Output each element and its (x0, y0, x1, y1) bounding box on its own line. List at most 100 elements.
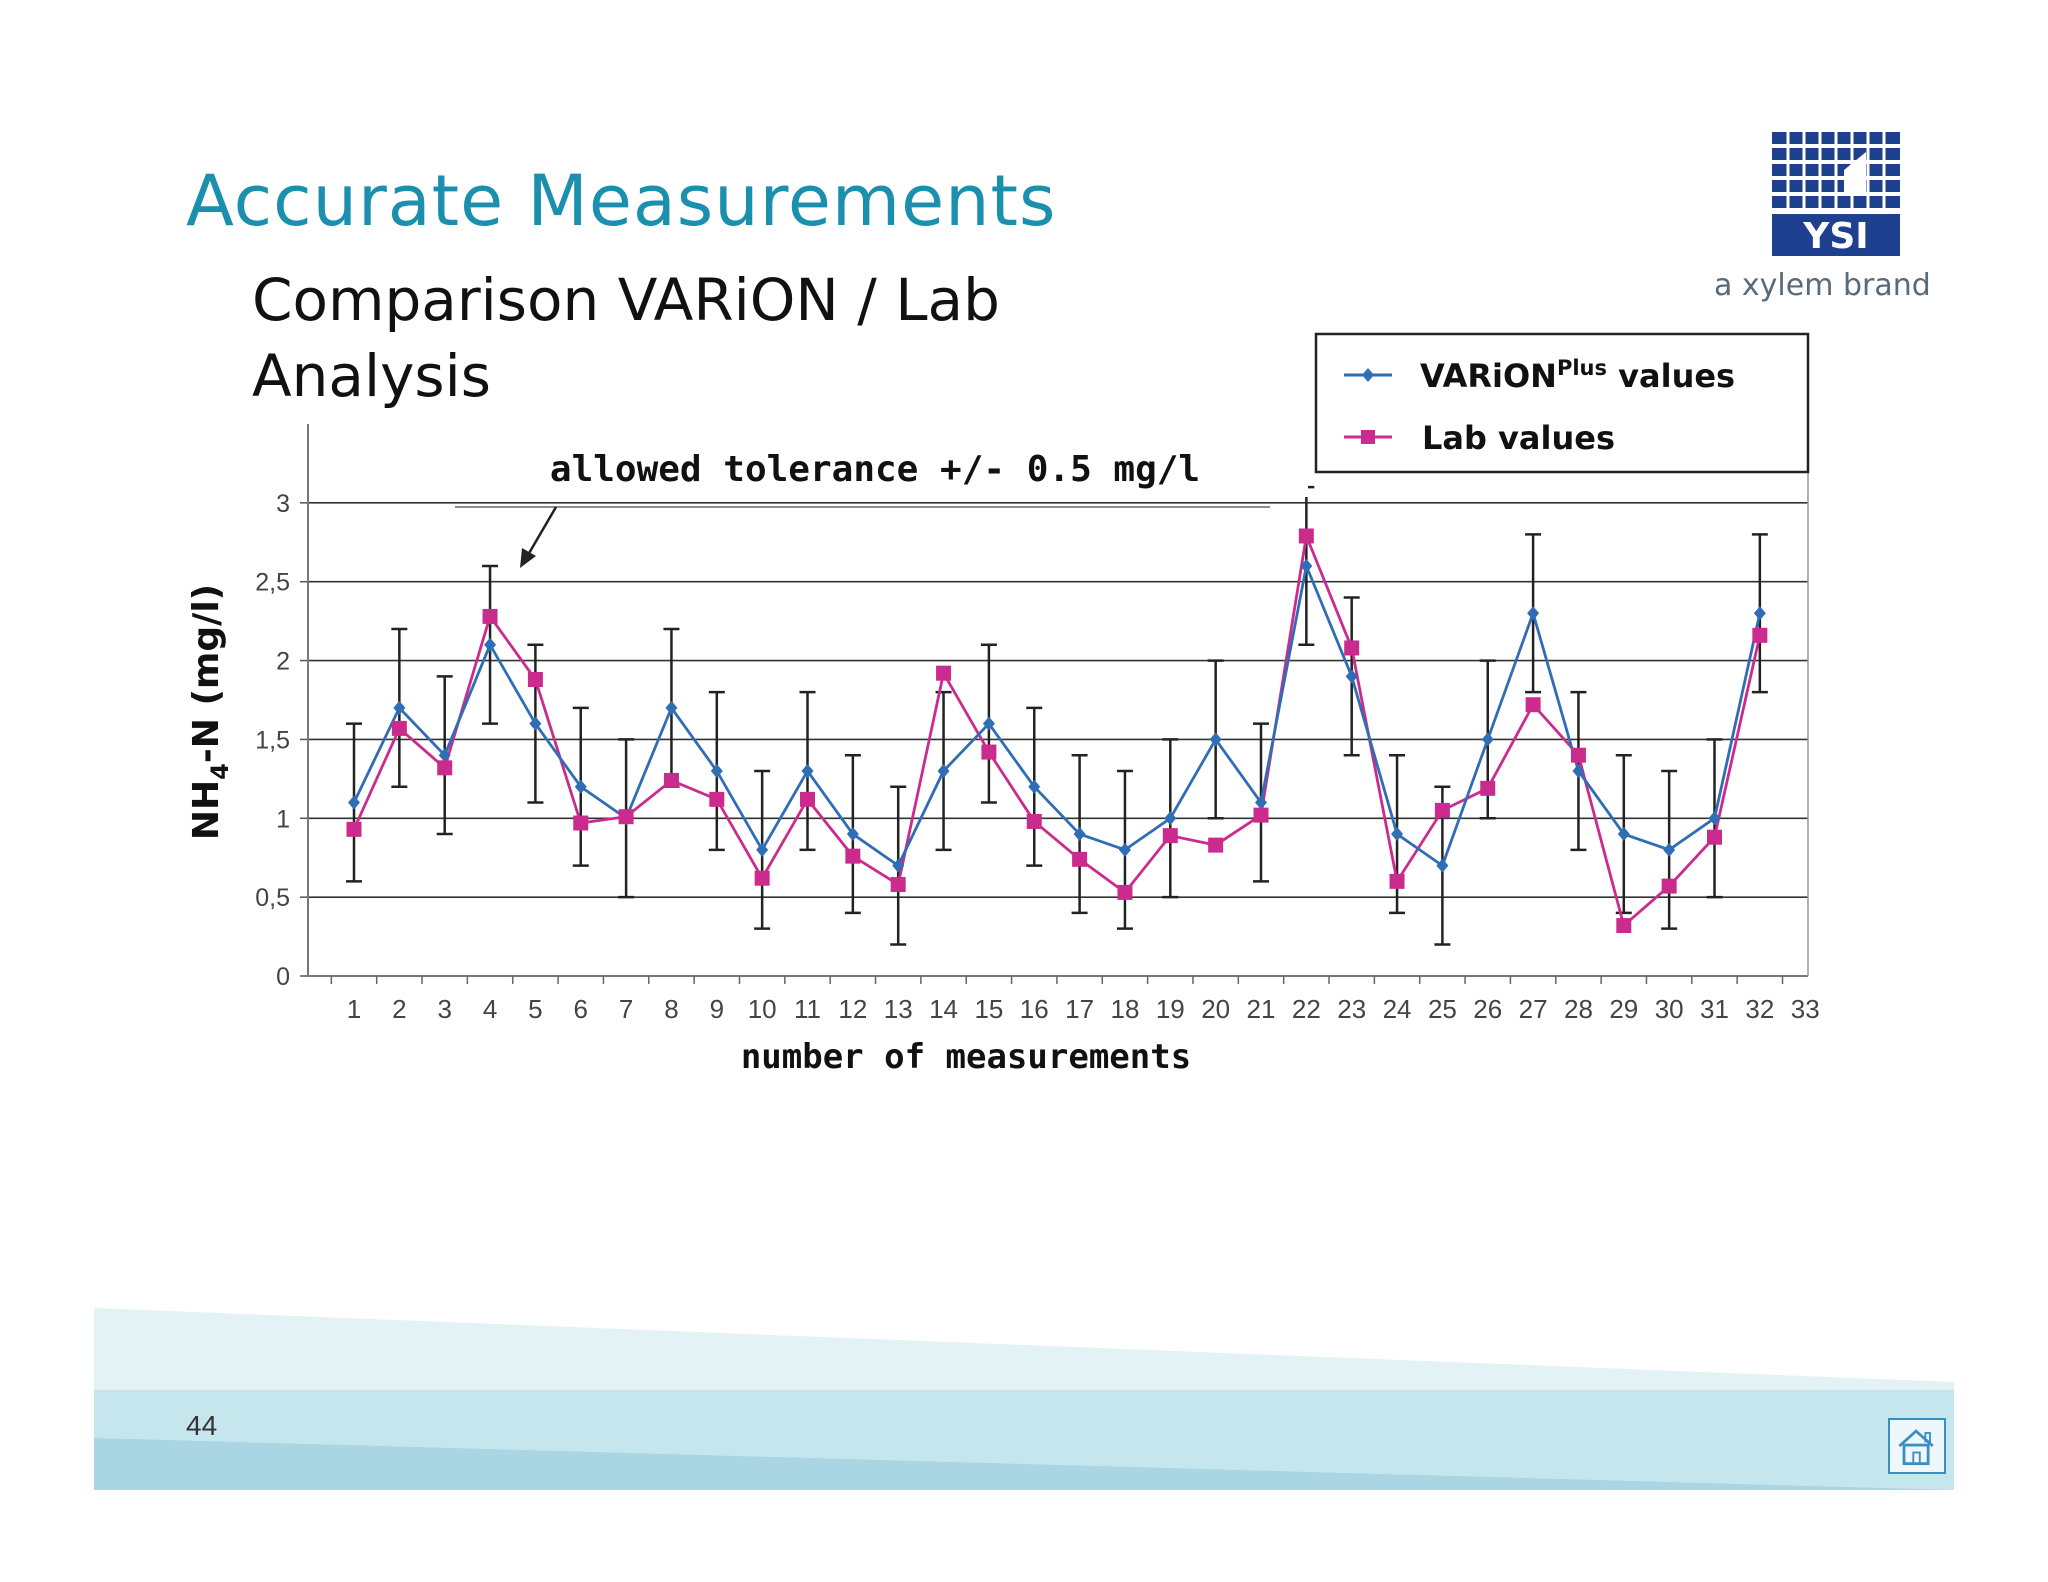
data-point-lab (709, 791, 725, 807)
data-point-varion (1118, 842, 1131, 857)
x-axis-label: number of measurements (741, 1037, 1191, 1077)
data-point-lab (800, 791, 815, 807)
data-point-varion (484, 637, 497, 652)
y-tick-label: 2 (276, 648, 290, 676)
data-point-varion (1164, 811, 1177, 826)
data-point-varion (1663, 842, 1676, 857)
x-tick-label: 8 (664, 994, 678, 1024)
legend-marker-varion (1362, 368, 1374, 382)
x-tick-label: 21 (1247, 994, 1276, 1024)
data-point-varion (1527, 606, 1540, 621)
data-point-varion (756, 842, 769, 857)
x-tick-label: 14 (929, 994, 958, 1024)
data-point-lab (573, 815, 589, 831)
data-point-lab (1661, 878, 1677, 894)
x-tick-label: 19 (1156, 994, 1185, 1024)
x-tick-label: 13 (884, 994, 913, 1024)
x-tick-label: 22 (1292, 994, 1321, 1024)
series-lines (352, 530, 1762, 929)
data-point-varion (1255, 795, 1267, 810)
x-tick-label: 2 (392, 994, 406, 1024)
data-point-lab (1253, 807, 1269, 823)
ysi-logo-icon: YSI (1772, 132, 1900, 257)
x-tick-label: 17 (1065, 994, 1094, 1024)
x-tick-label: 15 (974, 994, 1003, 1024)
data-point-varion (1708, 811, 1721, 826)
data-point-varion (665, 700, 678, 715)
home-button[interactable] (1888, 1418, 1946, 1474)
series-markers (346, 528, 1768, 934)
slide-title: Accurate Measurements (186, 160, 1057, 242)
footer-band (94, 1308, 1954, 1490)
data-point-varion (393, 700, 406, 715)
y-tick-label: 2,5 (255, 569, 290, 597)
data-point-lab (1616, 918, 1632, 934)
data-point-varion (846, 827, 859, 842)
error-bars (346, 485, 1768, 946)
x-tick-label: 3 (437, 994, 451, 1024)
x-tick-label: 11 (794, 994, 821, 1024)
data-point-lab (981, 744, 997, 760)
data-point-varion (1617, 827, 1630, 842)
x-tick-label: 9 (710, 994, 724, 1024)
data-point-lab (845, 848, 861, 864)
x-tick-label: 1 (347, 994, 361, 1024)
x-tick-label: 4 (483, 994, 497, 1024)
x-tick-label: 5 (528, 994, 542, 1024)
x-tick-label: 10 (748, 994, 777, 1024)
data-point-varion (892, 858, 905, 873)
chart-axes (300, 424, 1809, 984)
data-point-varion (438, 748, 451, 763)
x-tick-label: 18 (1110, 994, 1139, 1024)
data-point-varion (801, 763, 814, 778)
data-point-varion (574, 779, 587, 794)
x-tick-label: 24 (1383, 994, 1412, 1024)
annotation-text: allowed tolerance +/- 0.5 mg/l (550, 449, 1200, 490)
data-point-varion (1436, 858, 1449, 873)
x-tick-label: 12 (838, 994, 867, 1024)
data-point-lab (1480, 780, 1496, 796)
data-point-varion (1391, 827, 1404, 842)
data-point-lab (1026, 813, 1042, 829)
data-point-lab (1117, 884, 1133, 900)
legend-label-varion: VARiONPlus values (1420, 356, 1735, 395)
legend-box (1314, 332, 1810, 474)
legend-marker-lab (1361, 430, 1375, 444)
x-tick-label: 29 (1609, 994, 1638, 1024)
annotation-arrowhead (520, 548, 536, 568)
data-point-lab (1707, 829, 1722, 845)
data-point-varion (1481, 732, 1494, 747)
data-point-varion (937, 763, 950, 778)
x-tick-label: 31 (1700, 994, 1729, 1024)
data-point-lab (754, 870, 770, 886)
home-icon (1898, 1429, 1934, 1466)
data-point-varion (1300, 558, 1313, 573)
x-tick-label: 30 (1655, 994, 1684, 1024)
data-point-varion (1209, 732, 1222, 747)
data-point-lab (391, 720, 407, 736)
x-tick-label: 32 (1745, 994, 1774, 1024)
data-point-varion (1073, 827, 1086, 842)
data-point-varion (710, 763, 723, 778)
data-point-varion (982, 716, 995, 731)
x-tick-label: 23 (1337, 994, 1366, 1024)
data-point-varion (529, 716, 542, 731)
data-point-varion (348, 795, 360, 810)
x-tick-label: 26 (1473, 994, 1502, 1024)
x-tick-label: 33 (1791, 994, 1820, 1024)
y-tick-label: 1,5 (255, 726, 290, 754)
data-point-lab (346, 821, 362, 837)
chart-grid (308, 502, 1808, 898)
x-tick-label: 6 (574, 994, 588, 1024)
data-point-lab (1389, 873, 1405, 889)
data-point-varion (1572, 763, 1585, 778)
data-point-lab (437, 760, 453, 776)
data-point-varion (1345, 669, 1358, 684)
data-point-lab (890, 877, 906, 893)
data-point-lab (1752, 627, 1768, 643)
annotation-box (428, 425, 1308, 497)
y-tick-label: 0 (276, 963, 290, 991)
data-point-lab (663, 772, 679, 788)
